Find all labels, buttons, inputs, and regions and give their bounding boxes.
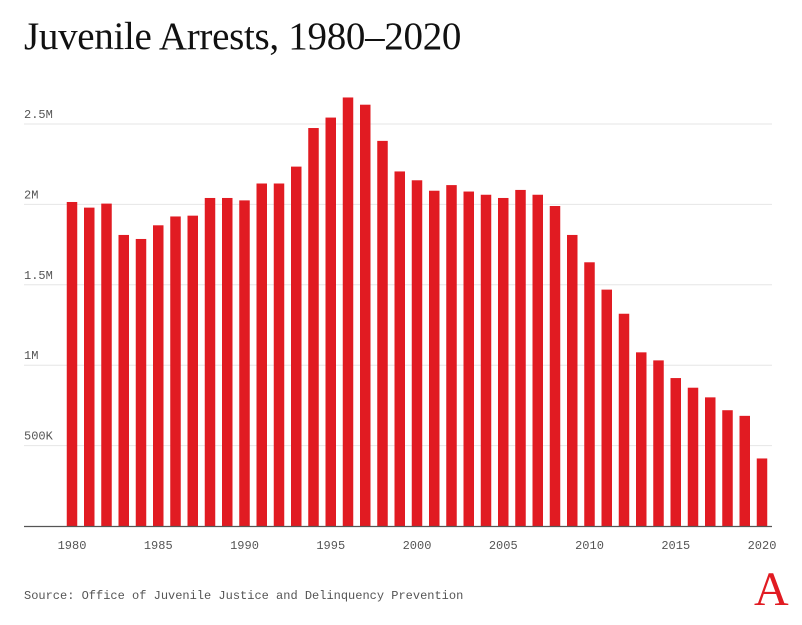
bar-2006 [515,189,526,526]
source-note: Source: Office of Juvenile Justice and D… [24,589,464,603]
bar-2013 [636,352,647,526]
bar-2011 [601,289,612,526]
bar-2007 [532,194,543,526]
bar-1994 [308,128,319,526]
bar-2001 [429,190,440,527]
x-tick-label: 1990 [230,539,259,553]
bar-1995 [325,117,336,526]
x-tick-label: 2015 [661,539,690,553]
bar-2016 [687,387,699,526]
x-tick-label: 1985 [144,539,173,553]
bar-2004 [480,194,492,526]
bar-1988 [204,197,216,526]
x-tick-label: 2005 [489,539,518,553]
bar-2018 [722,410,733,526]
y-tick-label: 500K [24,430,54,444]
bar-1990 [239,200,250,526]
bar-2020 [756,458,768,526]
x-tick-label: 2000 [403,539,432,553]
y-tick-label: 2.5M [24,108,53,122]
bar-2002 [446,185,457,526]
bar-1993 [291,166,302,527]
bar-1989 [222,197,233,526]
x-tick-label: 2010 [575,539,604,553]
bar-1992 [273,183,285,526]
bar-1983 [118,234,129,526]
bar-2010 [584,262,595,526]
bar-1985 [153,225,164,527]
bar-1986 [170,216,181,526]
x-tick-labels: 1980 1985 1990 1995 2000 2005 2010 2015 2020 [58,539,777,553]
x-tick-label: 1980 [58,539,87,553]
bar-2015 [670,378,681,526]
bar-2003 [463,191,474,527]
bar-2014 [653,360,664,526]
y-tick-label: 1M [24,349,38,363]
bars [66,97,768,527]
bar-1996 [342,97,354,526]
y-tick-labels: 500K 1M 1.5M 2M 2.5M [24,108,54,444]
bar-1980 [66,201,78,527]
bar-1987 [187,215,198,526]
bar-2005 [498,197,509,526]
bar-1981 [84,207,95,526]
bar-2017 [705,397,716,526]
x-tick-label: 2020 [748,539,777,553]
bar-2019 [739,415,750,526]
publication-logo: A [754,563,789,616]
bar-1998 [377,140,388,526]
bar-2008 [549,206,561,526]
y-tick-label: 1.5M [24,269,53,283]
bar-2000 [411,180,423,526]
bar-2009 [567,234,578,526]
bar-1984 [135,238,147,526]
bar-1982 [101,203,112,526]
x-tick-label: 1995 [316,539,345,553]
bar-1991 [256,183,267,526]
y-tick-label: 2M [24,188,38,202]
bar-1999 [394,171,405,526]
bar-1997 [360,104,371,526]
chart-title: Juvenile Arrests, 1980–2020 [24,15,462,58]
bar-2012 [618,313,630,526]
